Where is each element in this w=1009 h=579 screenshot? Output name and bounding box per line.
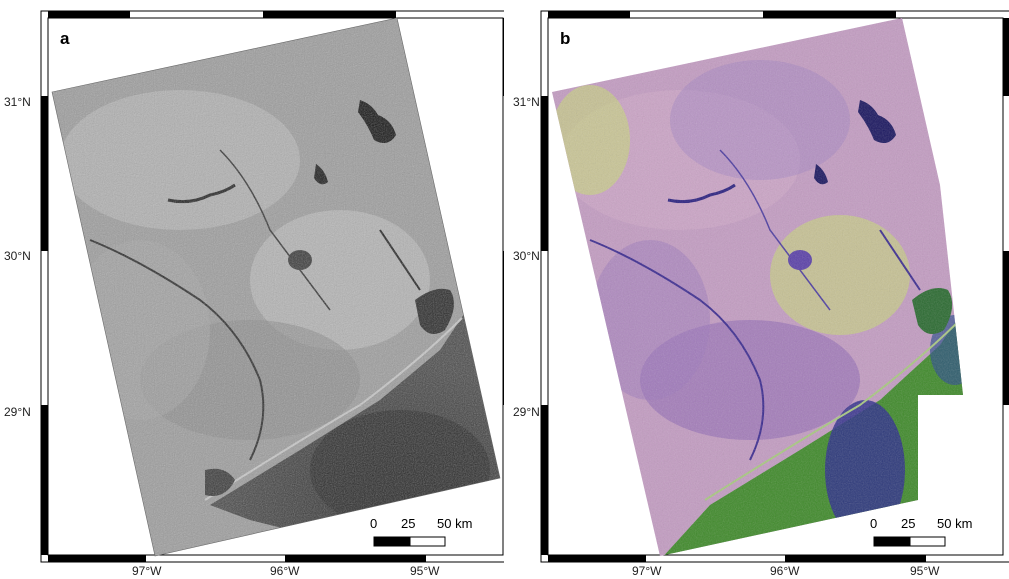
scale-label-0: 0 (370, 516, 378, 531)
frame-bar (48, 11, 130, 18)
lon-label-95: 95°W (410, 564, 440, 578)
lon-label-96: 96°W (270, 564, 300, 578)
frame-bar (541, 96, 548, 251)
scale-label-25-b: 25 (901, 516, 916, 531)
lat-label-30-b: 30°N (513, 249, 540, 263)
lat-label-31: 31°N (4, 95, 31, 109)
panel-letter-b: b (560, 29, 571, 48)
scale-label-50-b: 50 km (937, 516, 973, 531)
frame-bar (548, 555, 646, 562)
lat-label-31-b: 31°N (513, 95, 540, 109)
frame-bar (41, 405, 48, 555)
lat-label-29-b: 29°N (513, 405, 540, 419)
frame-bar (503, 18, 504, 96)
frame-bar (1003, 251, 1009, 405)
scale-label-50: 50 km (437, 516, 473, 531)
frame-bar (41, 96, 48, 251)
frame-bar (785, 555, 926, 562)
frame-bar (263, 11, 396, 18)
frame-bar (48, 555, 146, 562)
lon-label-95-b: 95°W (910, 564, 940, 578)
frame-bar (503, 251, 504, 405)
scale-label-25: 25 (401, 516, 416, 531)
lon-label-97: 97°W (132, 564, 162, 578)
lat-label-29: 29°N (4, 405, 31, 419)
map-panel-a (40, 10, 504, 563)
scale-label-0-b: 0 (870, 516, 878, 531)
scale-bar-b (873, 536, 946, 547)
frame-bar (541, 405, 548, 555)
scale-bar-a (373, 536, 446, 547)
lon-label-97-b: 97°W (632, 564, 662, 578)
panel-letter-a: a (60, 29, 70, 48)
lat-label-30: 30°N (4, 249, 31, 263)
map-panel-b (540, 10, 1009, 563)
lon-label-96-b: 96°W (770, 564, 800, 578)
frame-bar (285, 555, 426, 562)
frame-bar (1003, 18, 1009, 96)
frame-bar (763, 11, 896, 18)
frame-bar (548, 11, 630, 18)
